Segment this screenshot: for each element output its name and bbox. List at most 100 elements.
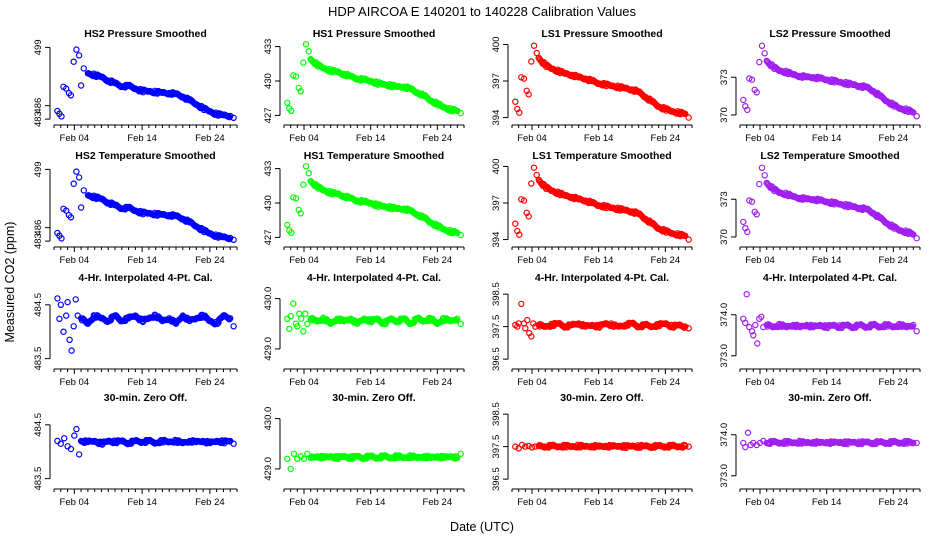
data-point <box>525 213 532 220</box>
data-point <box>298 315 305 322</box>
x-tick-label: Feb 04 <box>289 255 319 266</box>
data-point <box>520 75 528 82</box>
data-point <box>752 321 759 329</box>
data-point <box>748 76 756 83</box>
data-point <box>753 89 760 96</box>
data-point <box>518 300 525 308</box>
data-point <box>71 432 78 439</box>
data-point <box>77 204 85 211</box>
x-tick-label: Feb 14 <box>127 255 157 266</box>
data-point <box>910 321 917 329</box>
panel-title: 4-Hr. Interpolated 4-Pt. Cal. <box>763 272 897 284</box>
data-point <box>750 332 757 339</box>
x-tick-label: Feb 14 <box>812 497 842 508</box>
data-point <box>226 234 234 242</box>
x-tick-label: Feb 14 <box>127 377 157 388</box>
data-point <box>288 107 295 115</box>
data-point <box>80 65 88 72</box>
data-point <box>754 340 761 347</box>
data-point <box>742 319 749 327</box>
x-tick-label: Feb 24 <box>423 497 453 508</box>
data-point <box>454 315 461 322</box>
y-tick-label: 370 <box>719 107 730 123</box>
data-point <box>286 325 293 332</box>
data-point <box>525 442 532 450</box>
x-tick-label: Feb 24 <box>651 133 681 144</box>
data-point <box>292 195 300 202</box>
data-point <box>57 301 65 308</box>
x-tick-label: Feb 24 <box>195 133 225 144</box>
series-hs2 <box>54 168 237 243</box>
data-point <box>62 312 70 319</box>
panel-r1-ls2: LS2 Pressure Smoothed 370 373 Feb 04 Feb 14 F… <box>719 28 921 144</box>
y-tick-label: 483.5 <box>33 467 44 491</box>
data-point <box>758 313 765 320</box>
data-point <box>520 197 528 204</box>
data-point <box>758 42 766 50</box>
y-tick-label: 484.5 <box>33 293 44 317</box>
x-tick-label: Feb 24 <box>879 255 909 266</box>
data-point <box>284 455 291 462</box>
series-hs2 <box>54 295 237 354</box>
x-tick-label: Feb 24 <box>423 377 453 388</box>
data-point <box>300 455 308 462</box>
data-point <box>685 443 692 450</box>
panel-title: HS2 Temperature Smoothed <box>75 150 215 162</box>
x-tick-label: Feb 04 <box>517 255 547 266</box>
data-point <box>73 425 80 433</box>
data-point <box>297 210 304 217</box>
data-point <box>226 315 234 322</box>
data-point <box>910 231 917 238</box>
panel-title: 4-Hr. Interpolated 4-Pt. Cal. <box>307 272 441 284</box>
data-point <box>305 169 312 177</box>
series-hs1 <box>284 300 464 335</box>
data-point <box>294 323 301 330</box>
data-point <box>682 232 689 240</box>
x-tick-label: Feb 04 <box>60 133 90 144</box>
series-ls1 <box>512 164 692 243</box>
data-point <box>910 439 917 447</box>
data-point <box>761 172 768 179</box>
x-tick-label: Feb 24 <box>195 255 225 266</box>
data-point <box>67 92 75 99</box>
x-tick-label: Feb 24 <box>195 497 225 508</box>
data-point <box>740 96 747 104</box>
x-tick-label: Feb 24 <box>423 133 453 144</box>
data-point <box>181 216 188 224</box>
data-point <box>740 218 747 226</box>
data-point <box>457 109 464 117</box>
data-point <box>682 323 689 330</box>
data-point <box>292 73 300 80</box>
y-tick-label: 427 <box>263 107 274 123</box>
data-point <box>230 114 237 122</box>
data-point <box>457 320 464 327</box>
data-point <box>297 88 304 95</box>
y-tick-label: 373.0 <box>719 464 730 488</box>
y-tick-label: 483.5 <box>33 347 44 371</box>
panel-title: LS1 Pressure Smoothed <box>541 28 662 40</box>
series-hs1 <box>284 450 464 473</box>
data-point <box>226 316 233 323</box>
data-point <box>512 443 519 450</box>
figure-title: HDP AIRCOA E 140201 to 140228 Calibratio… <box>328 4 637 19</box>
y-tick-label: 397 <box>491 195 502 211</box>
data-point <box>226 112 234 120</box>
x-tick-label: Feb 14 <box>356 255 386 266</box>
data-point <box>70 180 77 187</box>
x-tick-label: Feb 04 <box>289 133 319 144</box>
x-tick-label: Feb 14 <box>127 497 157 508</box>
data-point <box>70 323 77 330</box>
series-ls2 <box>740 291 920 347</box>
x-axis-title: Date (UTC) <box>450 520 514 534</box>
x-tick-label: Feb 14 <box>356 133 386 144</box>
data-point <box>72 296 79 303</box>
data-point <box>910 109 917 116</box>
data-point <box>284 99 291 107</box>
data-point <box>514 323 521 330</box>
y-tick-label: 373 <box>719 191 730 207</box>
panel-title: 30-min. Zero Off. <box>788 392 872 404</box>
panel-r4-ls2: 30-min. Zero Off. 373.0 374.0 Feb 04 Feb 14 F… <box>719 392 921 508</box>
panel-title: LS1 Temperature Smoothed <box>532 150 671 162</box>
